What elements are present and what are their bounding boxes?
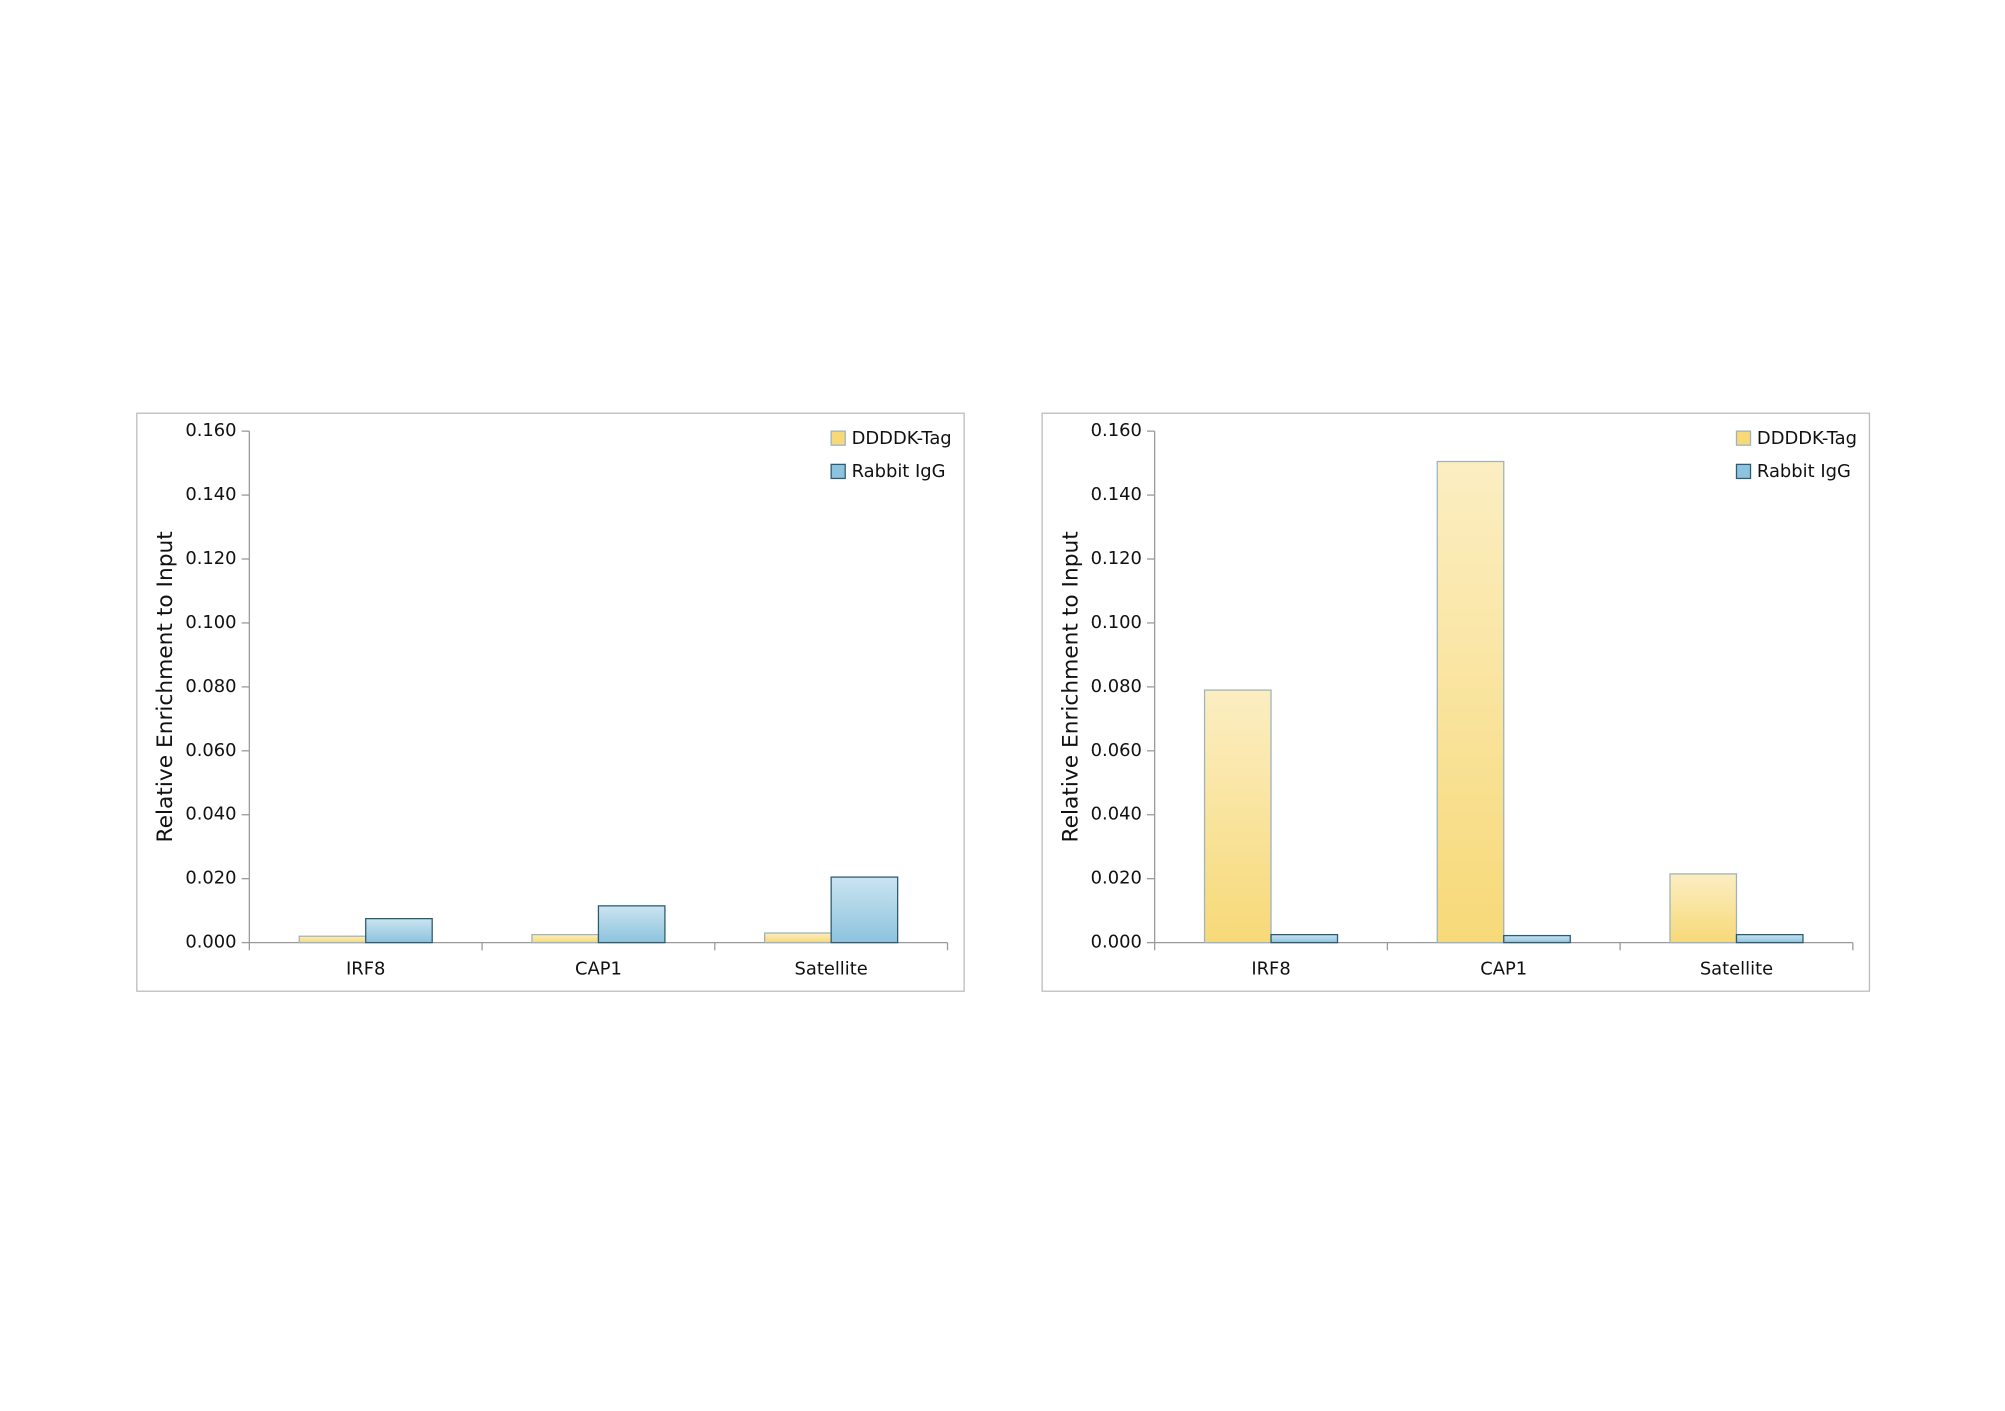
- bar: [1203, 689, 1272, 944]
- legend-swatch: [830, 463, 846, 480]
- y-tick-label: 0.120: [185, 548, 236, 569]
- y-axis-label: Relative Enrichment to Input: [153, 531, 178, 842]
- y-tick-label: 0.080: [185, 676, 236, 697]
- y-tick-label: 0.040: [1091, 804, 1142, 825]
- y-tick-label: 0.080: [1091, 676, 1142, 697]
- bar: [1669, 873, 1738, 944]
- y-tick-label: 0.020: [185, 868, 236, 889]
- legend-label: Rabbit IgG: [852, 461, 946, 482]
- legend-label: Rabbit IgG: [1757, 461, 1851, 482]
- bar: [597, 905, 666, 944]
- y-tick-label: 0.100: [1091, 612, 1142, 633]
- y-tick-label: 0.160: [1091, 420, 1142, 441]
- x-tick-label: Satellite: [795, 958, 868, 979]
- y-tick-label: 0.140: [1091, 484, 1142, 505]
- bar: [830, 876, 899, 944]
- y-tick-label: 0.100: [185, 612, 236, 633]
- y-tick-label: 0.040: [185, 804, 236, 825]
- legend-swatch: [1735, 463, 1752, 480]
- y-tick-label: 0.140: [185, 484, 236, 505]
- bar: [764, 932, 832, 944]
- y-tick-label: 0.120: [1091, 548, 1142, 569]
- y-tick-label: 0.060: [185, 740, 236, 761]
- y-tick-label: 0.000: [1091, 932, 1142, 953]
- legend-label: DDDDK-Tag: [1757, 428, 1857, 449]
- legend-swatch: [830, 430, 846, 446]
- bar: [531, 933, 600, 944]
- x-tick-label: IRF8: [1251, 958, 1290, 979]
- y-tick-label: 0.060: [1091, 740, 1142, 761]
- chart: 0.000 0.020 0.040 0.060 0.080 0.100 0.120 0.140…: [136, 412, 965, 992]
- y-tick-label: 0.020: [1091, 868, 1142, 889]
- x-tick-label: CAP1: [1480, 958, 1527, 979]
- bar: [365, 918, 433, 944]
- bar: [1436, 460, 1505, 944]
- legend-swatch: [1735, 430, 1752, 446]
- x-tick-label: IRF8: [346, 958, 385, 979]
- bar: [298, 935, 367, 944]
- y-tick-label: 0.160: [185, 420, 236, 441]
- chart-frame: [136, 412, 965, 992]
- y-axis-label: Relative Enrichment to Input: [1059, 531, 1084, 842]
- chart-frame: [1041, 412, 1871, 992]
- y-tick-label: 0.000: [185, 932, 236, 953]
- x-tick-label: Satellite: [1700, 958, 1773, 979]
- bar: [1270, 933, 1339, 944]
- legend-label: DDDDK-Tag: [852, 428, 952, 449]
- chart: 0.000 0.020 0.040 0.060 0.080 0.100 0.120 0.140…: [1041, 412, 1871, 992]
- bar: [1735, 933, 1804, 944]
- bar: [1503, 934, 1571, 944]
- x-tick-label: CAP1: [575, 958, 622, 979]
